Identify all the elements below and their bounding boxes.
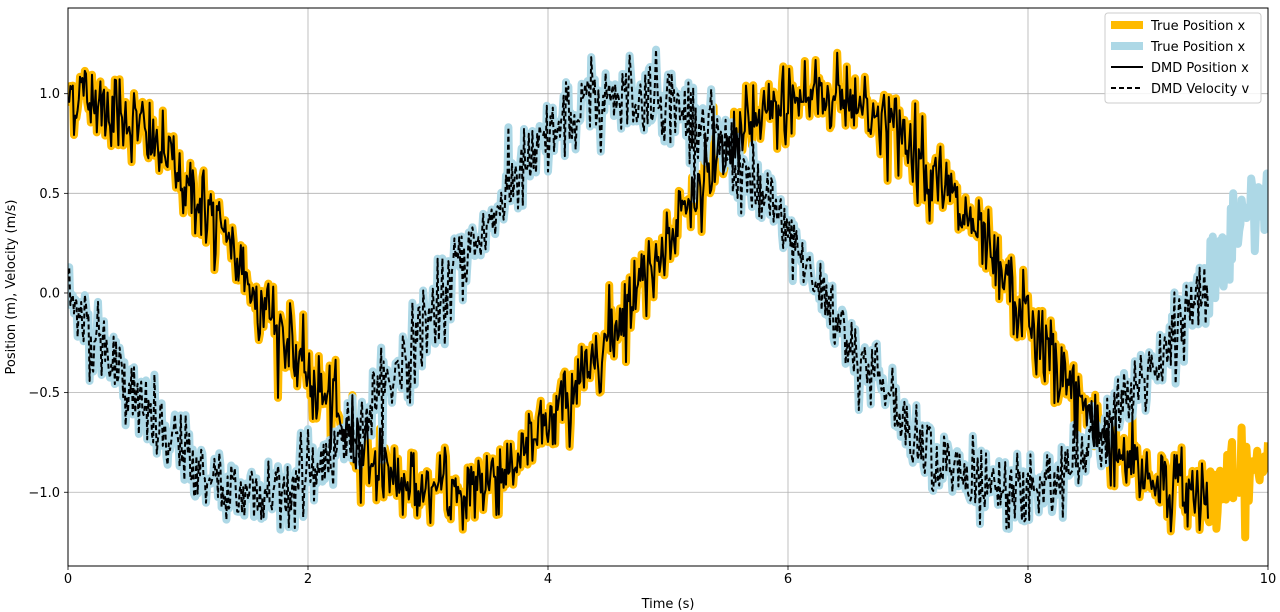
axes-frame xyxy=(67,7,1269,567)
series-group xyxy=(68,45,1268,542)
x-tick-label: 0 xyxy=(64,572,72,587)
x-tick-label: 2 xyxy=(304,572,312,587)
ticks: 0 2 4 6 8 10 −1.0 −0.5 0.0 0.5 1.0 xyxy=(28,87,1276,587)
y-tick-label: −1.0 xyxy=(28,486,60,501)
x-tick-label: 10 xyxy=(1260,572,1277,587)
x-tick-label: 4 xyxy=(544,572,552,587)
series-line-3 xyxy=(68,51,1209,533)
legend-label: DMD Velocity v xyxy=(1151,82,1249,97)
x-tick-label: 6 xyxy=(784,572,792,587)
legend-label: DMD Position x xyxy=(1151,61,1249,76)
y-tick-label: 0.5 xyxy=(39,187,60,202)
y-tick-label: 1.0 xyxy=(39,87,60,102)
y-tick-label: 0.0 xyxy=(39,286,60,301)
x-tick-label: 8 xyxy=(1024,572,1032,587)
y-axis-label: Position (m), Velocity (m/s) xyxy=(4,200,19,375)
legend-label: True Position x xyxy=(1150,19,1245,34)
y-tick-label: −0.5 xyxy=(28,386,60,401)
legend-box xyxy=(1104,12,1262,104)
series-layer xyxy=(68,45,1268,542)
legend-label: True Position x xyxy=(1150,40,1245,55)
series-line-4 xyxy=(68,48,1209,531)
legend: True Position x True Position x DMD Positi… xyxy=(1104,12,1262,104)
x-axis-label: Time (s) xyxy=(641,597,695,612)
